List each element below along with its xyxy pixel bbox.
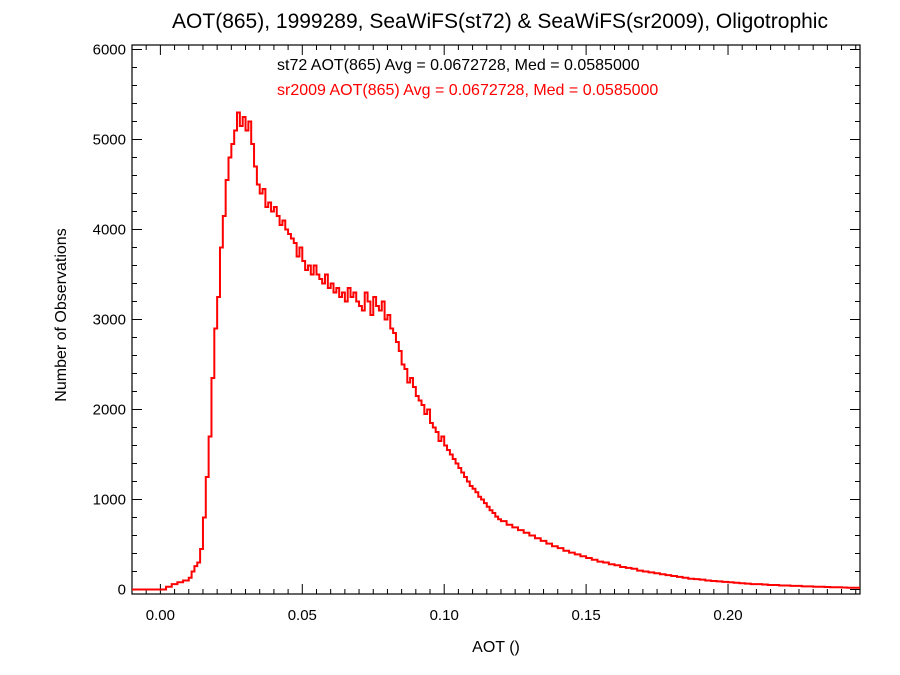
x-tick-label: 0.05 — [288, 607, 317, 624]
y-axis-label: Number of Observations — [53, 228, 70, 401]
chart-title: AOT(865), 1999289, SeaWiFS(st72) & SeaWi… — [172, 10, 828, 33]
x-axis-label: AOT () — [472, 639, 520, 656]
y-tick-label: 5000 — [93, 132, 126, 149]
axis-ticks — [131, 45, 860, 594]
annotation-st72: st72 AOT(865) Avg = 0.0672728, Med = 0.0… — [277, 57, 640, 74]
x-tick-labels: 0.00 0.05 0.10 0.15 0.20 — [146, 607, 743, 624]
series-line — [132, 111, 860, 591]
y-tick-label: 2000 — [93, 402, 126, 419]
y-tick-label: 3000 — [93, 312, 126, 329]
annotation-sr2009: sr2009 AOT(865) Avg = 0.0672728, Med = 0… — [277, 82, 658, 99]
y-tick-label: 6000 — [93, 42, 126, 59]
x-tick-label: 0.15 — [572, 607, 601, 624]
x-tick-label: 0.00 — [146, 607, 175, 624]
data-series — [132, 111, 860, 591]
y-tick-labels: 0 1000 2000 3000 4000 5000 6000 — [93, 42, 126, 599]
y-tick-label: 1000 — [93, 492, 126, 509]
y-tick-label: 4000 — [93, 222, 126, 239]
x-tick-label: 0.20 — [713, 607, 742, 624]
y-tick-label: 0 — [118, 582, 126, 599]
plot-frame — [131, 44, 861, 595]
x-tick-label: 0.10 — [430, 607, 459, 624]
